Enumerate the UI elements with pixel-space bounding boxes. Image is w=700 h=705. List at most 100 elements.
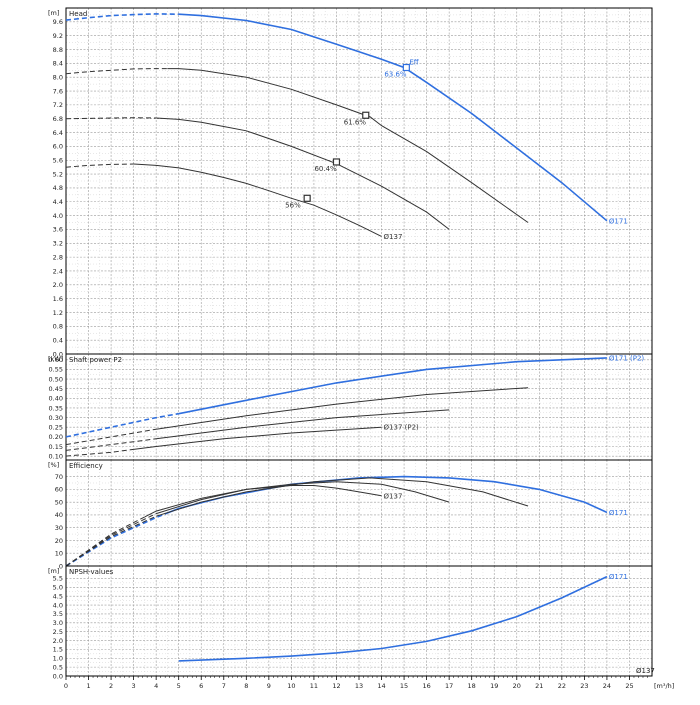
x-tick-label: 8	[244, 682, 248, 690]
y-tick-label: 4.8	[53, 184, 63, 192]
y-tick-label: 4.5	[53, 592, 63, 600]
y-tick-label: 5.5	[53, 575, 63, 583]
y-tick-label: 6.0	[53, 143, 63, 151]
y-tick-label: 8.0	[53, 74, 63, 82]
y-tick-label: 0.15	[49, 443, 63, 451]
y-tick-label: 2.0	[53, 637, 63, 645]
efficiency-label: 56%	[285, 201, 301, 209]
y-axis-unit: [kW]	[48, 355, 63, 363]
y-tick-label: 0.25	[49, 424, 63, 432]
series-end-label: Ø171	[609, 509, 628, 517]
footnote-label: Ø137	[636, 667, 655, 675]
y-axis-unit: [%]	[48, 461, 59, 469]
y-axis-unit: [m]	[48, 9, 59, 17]
y-tick-label: 0.30	[49, 414, 63, 422]
series-line	[156, 477, 529, 517]
y-tick-label: 0.5	[53, 663, 63, 671]
y-tick-label: 0.40	[49, 395, 63, 403]
y-tick-label: 20	[55, 537, 63, 545]
y-tick-label: 0.55	[49, 366, 63, 374]
x-tick-label: 17	[445, 682, 453, 690]
panel-title: NPSH-values	[69, 568, 114, 576]
x-tick-label: 18	[468, 682, 476, 690]
y-tick-label: 1.2	[53, 309, 63, 317]
series-line-dashed	[65, 512, 168, 567]
x-tick-label: 9	[267, 682, 271, 690]
series-line	[156, 409, 450, 440]
x-tick-label: 11	[310, 682, 318, 690]
series-line-dashed	[65, 448, 134, 457]
y-tick-label: 6.8	[53, 115, 63, 123]
series-line	[156, 481, 450, 515]
x-tick-label: 21	[535, 682, 543, 690]
panel-title: Head	[69, 10, 87, 18]
series-end-label: Ø171 (P2)	[609, 354, 645, 362]
x-tick-label: 1	[86, 682, 90, 690]
x-tick-label: 5	[177, 682, 181, 690]
y-tick-label: 0.0	[53, 672, 63, 680]
panel-title: Shaft power P2	[69, 356, 122, 364]
y-axis-unit: [m]	[48, 567, 59, 575]
y-tick-label: 0.10	[49, 452, 63, 460]
x-tick-label: 20	[513, 682, 521, 690]
series-line	[133, 426, 382, 450]
series-line-dashed	[65, 163, 134, 168]
y-tick-label: 70	[55, 473, 63, 481]
y-tick-label: 7.6	[53, 87, 63, 95]
x-tick-label: 2	[109, 682, 113, 690]
efficiency-label: 60.4%	[314, 165, 337, 173]
y-tick-label: 4.0	[53, 601, 63, 609]
y-tick-label: 0.45	[49, 385, 63, 393]
efficiency-label: 63.6%	[384, 71, 407, 79]
panel-frame	[65, 565, 653, 677]
y-tick-label: 2.0	[53, 281, 63, 289]
y-tick-label: 8.4	[53, 60, 63, 68]
x-tick-label: 23	[580, 682, 588, 690]
x-tick-label: 7	[222, 682, 226, 690]
x-tick-label: 6	[199, 682, 203, 690]
y-tick-label: 50	[55, 498, 63, 506]
operating-point-marker	[332, 158, 341, 166]
series-line	[156, 387, 529, 430]
series-line	[178, 575, 608, 662]
series-line-dashed	[65, 516, 146, 567]
y-tick-label: 2.4	[53, 267, 63, 275]
y-tick-label: 3.5	[53, 610, 63, 618]
y-tick-label: 0.0	[53, 350, 63, 358]
x-tick-label: 10	[287, 682, 295, 690]
y-tick-label: 5.0	[53, 584, 63, 592]
y-tick-label: 9.2	[53, 32, 63, 40]
series-line-dashed	[65, 13, 179, 21]
x-tick-label: 22	[558, 682, 566, 690]
series-line-dashed	[65, 117, 157, 120]
series-line-dashed	[65, 428, 157, 446]
x-tick-label: 12	[332, 682, 340, 690]
series-line-dashed	[65, 68, 168, 75]
y-tick-label: 0.50	[49, 375, 63, 383]
x-tick-label: 4	[154, 682, 158, 690]
y-tick-label: 4.0	[53, 212, 63, 220]
y-tick-label: 3.2	[53, 240, 63, 248]
series-end-label: Ø171	[609, 217, 628, 225]
y-tick-label: 3.0	[53, 619, 63, 627]
series-line	[133, 163, 382, 237]
y-tick-label: 1.6	[53, 295, 63, 303]
y-tick-label: 1.0	[53, 655, 63, 663]
y-tick-label: 60	[55, 486, 63, 494]
y-tick-label: 40	[55, 511, 63, 519]
series-end-label: Ø137 (P2)	[384, 424, 420, 432]
x-tick-label: 3	[132, 682, 136, 690]
operating-point-marker	[303, 194, 311, 202]
x-axis-unit: [m³/h]	[654, 682, 674, 690]
y-tick-label: 0.35	[49, 404, 63, 412]
y-tick-label: 5.2	[53, 170, 63, 178]
x-tick-label: 15	[400, 682, 408, 690]
y-tick-label: 1.5	[53, 646, 63, 654]
y-tick-label: 0.8	[53, 323, 63, 331]
panel-title: Efficiency	[69, 462, 103, 470]
series-line	[167, 68, 529, 223]
y-tick-label: 5.6	[53, 157, 63, 165]
series-line	[144, 485, 382, 518]
